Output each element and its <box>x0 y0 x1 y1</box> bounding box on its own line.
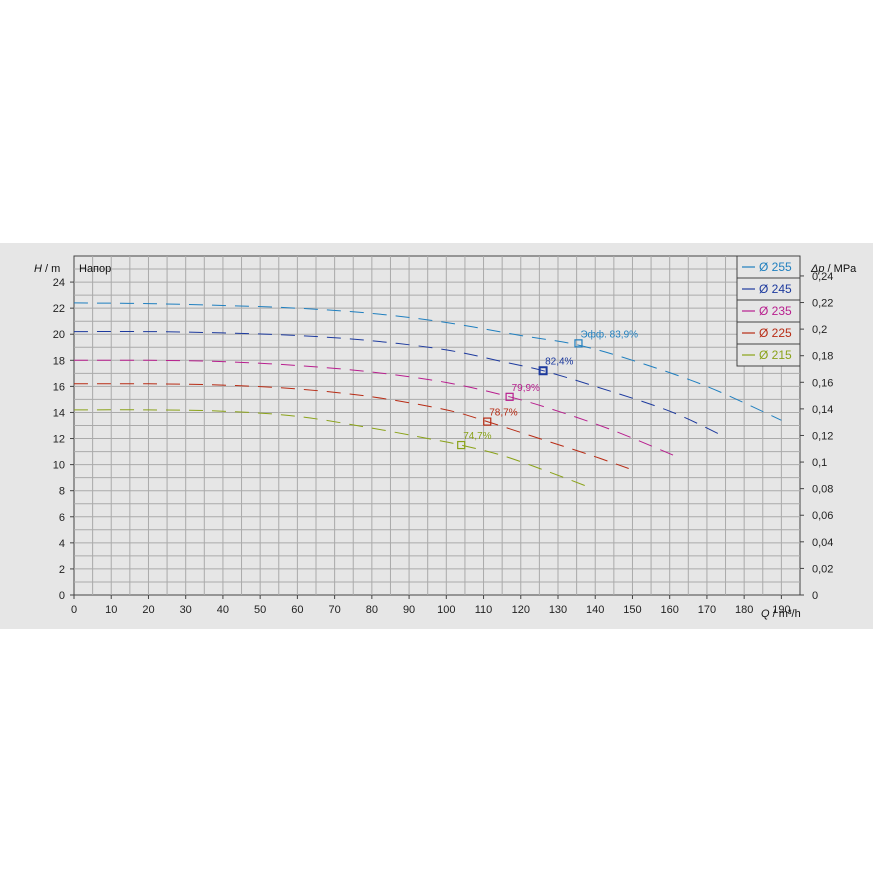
y2-tick-label: 0 <box>812 590 818 602</box>
x-tick-label: 140 <box>586 604 604 616</box>
x-tick-label: 0 <box>71 604 77 616</box>
x-tick-label: 100 <box>437 604 455 616</box>
y-tick-label: 24 <box>53 277 65 289</box>
legend-label: Ø 215 <box>759 348 792 362</box>
y-tick-label: 14 <box>53 407 65 419</box>
curve-series-5 <box>73 409 592 489</box>
curve-series-2 <box>73 331 726 438</box>
x-tick-label: 110 <box>475 604 493 616</box>
curves <box>73 302 782 489</box>
curve-series-3 <box>73 359 678 458</box>
x-axis-ticks: 0 10 20 30 40 50 60 70 80 90 100 110 120 130 140 150 160… <box>71 595 791 616</box>
efficiency-label: 79,9% <box>512 383 540 394</box>
y2-tick-label: 0,04 <box>812 537 833 549</box>
y-axis-label: H / m <box>34 263 60 275</box>
y2-axis-ticks: 0 0,02 0,04 0,06 0,08 0,1 0,12 0,14 0,16 0,18 0,2 0… <box>800 271 833 602</box>
x-tick-label: 130 <box>549 604 567 616</box>
y-tick-label: 4 <box>59 538 65 550</box>
x-tick-label: 60 <box>291 604 303 616</box>
y2-tick-label: 0,02 <box>812 563 833 575</box>
efficiency-label: 78,7% <box>489 408 517 419</box>
y2-tick-label: 0,1 <box>812 457 827 469</box>
legend-label: Ø 255 <box>759 260 792 274</box>
curve-series-1 <box>73 302 782 421</box>
y2-tick-label: 0,22 <box>812 298 833 310</box>
y-tick-label: 0 <box>59 590 65 602</box>
y-tick-label: 12 <box>53 434 65 446</box>
efficiency-label: Эфф. 83,9% <box>580 328 638 340</box>
y-tick-label: 10 <box>53 460 65 472</box>
x-tick-label: 30 <box>180 604 192 616</box>
legend-label: Ø 225 <box>759 326 792 340</box>
legend-label: Ø 245 <box>759 282 792 296</box>
y2-tick-label: 0,2 <box>812 324 827 336</box>
y-tick-label: 8 <box>59 486 65 498</box>
y-tick-label: 18 <box>53 355 65 367</box>
x-tick-label: 160 <box>661 604 679 616</box>
y-tick-label: 6 <box>59 512 65 524</box>
legend: Ø 255 Ø 245 Ø 235 Ø 225 Ø 215 <box>736 255 801 367</box>
efficiency-marker <box>538 366 548 376</box>
y2-axis-label: Δp / MPa <box>810 263 857 275</box>
grid <box>74 256 800 595</box>
x-tick-label: 20 <box>142 604 154 616</box>
x-axis-label: Q / m³/h <box>761 608 801 620</box>
y-tick-label: 20 <box>53 329 65 341</box>
efficiency-points: Эфф. 83,9% 82,4% 79,9% 78,7% 74,7% <box>457 328 638 450</box>
curve-series-4 <box>73 383 629 469</box>
efficiency-label: 74,7% <box>463 431 491 442</box>
y2-tick-label: 0,08 <box>812 484 833 496</box>
y2-tick-label: 0,14 <box>812 404 833 416</box>
efficiency-marker <box>457 440 466 450</box>
x-tick-label: 80 <box>366 604 378 616</box>
x-tick-label: 190 <box>772 604 790 616</box>
x-tick-label: 120 <box>512 604 530 616</box>
legend-label: Ø 235 <box>759 304 792 318</box>
efficiency-marker <box>574 339 583 348</box>
efficiency-marker <box>483 417 492 426</box>
y-tick-label: 16 <box>53 381 65 393</box>
y2-tick-label: 0,18 <box>812 351 833 363</box>
x-tick-label: 150 <box>623 604 641 616</box>
x-tick-label: 10 <box>105 604 117 616</box>
chart-panel: 0 10 20 30 40 50 60 70 80 90 100 110 120 130 140 150 160… <box>0 243 873 629</box>
x-tick-label: 70 <box>328 604 340 616</box>
y2-tick-label: 0,06 <box>812 510 833 522</box>
efficiency-marker <box>505 392 514 401</box>
y-tick-label: 2 <box>59 564 65 576</box>
pump-curve-chart: 0 10 20 30 40 50 60 70 80 90 100 110 120 130 140 150 160… <box>34 255 857 620</box>
y2-tick-label: 0,16 <box>812 377 833 389</box>
x-tick-label: 50 <box>254 604 266 616</box>
y-tick-label: 22 <box>53 303 65 315</box>
chart-title: Напор <box>79 263 111 275</box>
y2-tick-label: 0,24 <box>812 271 833 283</box>
x-tick-label: 170 <box>698 604 716 616</box>
x-tick-label: 40 <box>217 604 229 616</box>
efficiency-label: 82,4% <box>545 357 573 368</box>
y2-tick-label: 0,12 <box>812 430 833 442</box>
x-tick-label: 180 <box>735 604 753 616</box>
x-tick-label: 90 <box>403 604 415 616</box>
